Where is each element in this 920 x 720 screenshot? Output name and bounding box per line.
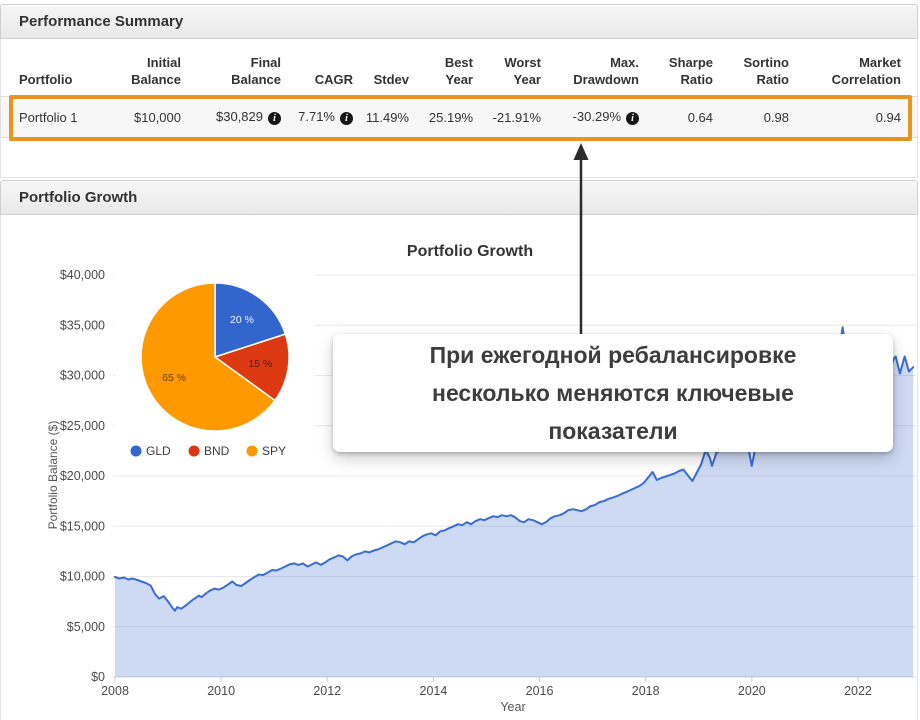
info-icon[interactable]: i	[340, 112, 353, 125]
x-axis-label: 2016	[526, 684, 554, 698]
portfolio-growth-chart: $0 $5,000 $10,000 $15,000 $20,000 $25,000 $30,…	[46, 243, 916, 714]
table-header-cell: Sortino Ratio	[743, 55, 790, 87]
y-axis-label: $15,000	[60, 519, 105, 533]
y-axis-label: $25,000	[60, 419, 105, 433]
pie-slice	[140, 282, 276, 432]
annotation-line: При ежегодной ребалансировке	[429, 342, 797, 368]
x-axis-label: 2020	[738, 684, 766, 698]
x-axis-label: 2018	[632, 684, 660, 698]
panel-title: Portfolio Growth	[19, 189, 138, 206]
legend-label: BND	[204, 444, 230, 458]
table-cell: 25.19%	[428, 109, 473, 125]
x-axis-label: 2014	[420, 684, 448, 698]
legend-swatch	[130, 445, 142, 457]
table-header-cell: CAGR	[314, 72, 353, 87]
portfolio-growth-header: Portfolio Growth	[0, 180, 918, 215]
info-icon[interactable]: i	[268, 112, 281, 125]
table-cell: -30.29% i	[541, 109, 639, 125]
annotation-line: несколько меняются ключевые	[432, 380, 794, 406]
table-cell: 0.94	[875, 109, 901, 125]
table-cell: $30,829 i	[181, 109, 281, 125]
table-cell: 7.71% i	[281, 109, 353, 125]
table-header-cell: Worst Year	[504, 55, 541, 87]
y-axis-label: $20,000	[60, 469, 105, 483]
performance-summary-header: Performance Summary	[0, 4, 918, 39]
y-axis-label: $0	[91, 670, 105, 684]
x-axis-label: 2008	[101, 684, 129, 698]
x-axis-label: 2022	[844, 684, 872, 698]
table-row: Portfolio 1 $10,000 $30,829 i 7.71% i 11.49% 25…	[1, 96, 917, 138]
y-axis-label: $5,000	[67, 620, 105, 634]
pie-slice-label: 20 %	[230, 314, 254, 326]
table-header-cell: Market Correlation	[831, 55, 901, 87]
legend-swatch	[246, 445, 258, 457]
table-header-row: Portfolio Initial Balance Final Balance CAGR S…	[1, 39, 917, 95]
table-cell: -21.91%	[492, 109, 541, 125]
table-cell: 0.64	[687, 109, 713, 125]
annotation-line: показатели	[548, 418, 678, 444]
table-cell: $10,000	[134, 109, 181, 125]
y-axis-title: Portfolio Balance ($)	[46, 421, 60, 530]
table-header-cell: Initial Balance	[131, 55, 181, 87]
table-header-cell: Sharpe Ratio	[668, 55, 713, 87]
x-axis-label: 2010	[207, 684, 235, 698]
y-axis-label: $30,000	[60, 369, 105, 383]
table-cell: 11.49%	[365, 109, 409, 125]
y-axis-label: $10,000	[60, 570, 105, 584]
table-header-cell: Portfolio	[19, 72, 73, 87]
x-axis-label: 2012	[313, 684, 341, 698]
pie-slice-label: 65 %	[162, 372, 186, 384]
pie-slice	[213, 333, 290, 402]
annotation-callout: При ежегодной ребалансировке несколько м…	[333, 334, 893, 452]
highlight-box	[9, 95, 912, 141]
y-axis-label: $35,000	[60, 318, 105, 332]
table-header-cell: Stdev	[373, 72, 409, 87]
table-header-cell: Max. Drawdown	[573, 55, 639, 87]
pie-slice	[214, 282, 287, 359]
chart-title: Portfolio Growth	[407, 243, 533, 260]
info-icon[interactable]: i	[626, 112, 639, 125]
legend-swatch	[188, 445, 200, 457]
table-header-cell: Best Year	[444, 55, 473, 87]
x-axis-title: Year	[500, 700, 525, 714]
table-header-cell: Final Balance	[231, 55, 281, 87]
legend-label: GLD	[146, 444, 171, 458]
panel-title: Performance Summary	[19, 13, 184, 30]
y-axis-label: $40,000	[60, 268, 105, 282]
legend-label: SPY	[262, 444, 286, 458]
table-cell: 0.98	[763, 109, 789, 125]
pie-slice-label: 15 %	[248, 358, 272, 370]
performance-summary-panel: Performance Summary Portfolio Initial Bala…	[0, 4, 918, 178]
area-fill	[115, 327, 914, 677]
table-cell: Portfolio 1	[19, 109, 78, 125]
